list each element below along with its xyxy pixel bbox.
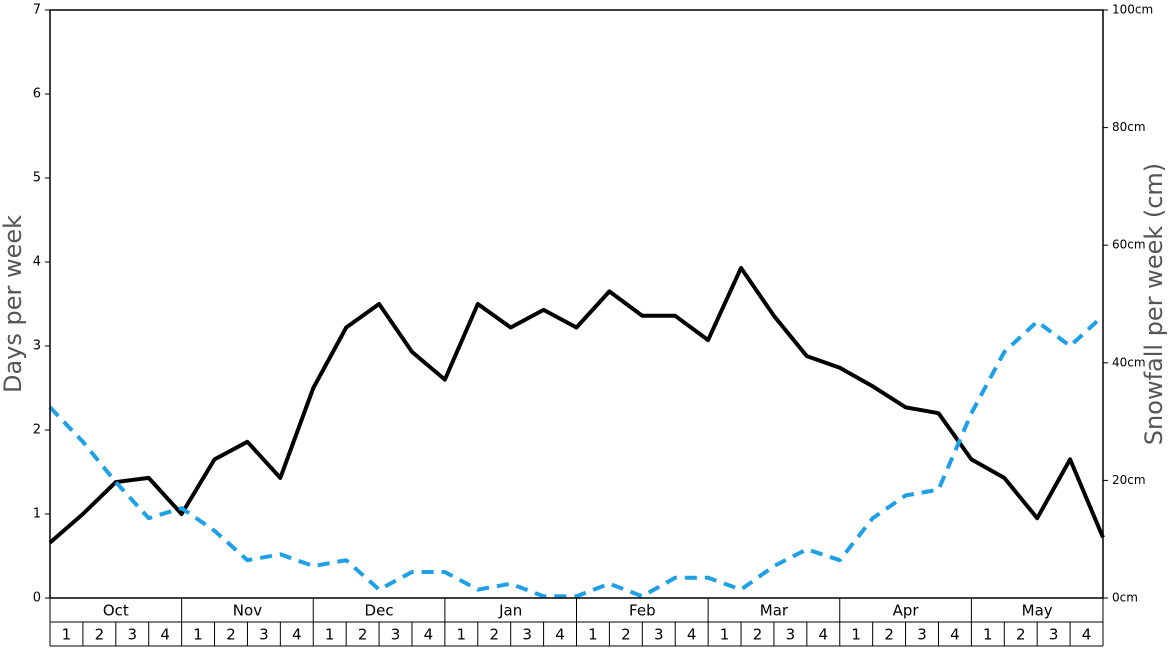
y2-tick-label: 80cm [1112,120,1146,134]
y2-tick-label: 40cm [1112,355,1146,369]
x-tick-label: 4 [1082,626,1092,644]
x-tick-label: 2 [621,626,631,644]
x-tick-label: 1 [193,626,203,644]
y-tick-label: 6 [33,87,41,102]
x-tick-label: 2 [226,626,236,644]
x-tick-label: 1 [62,626,72,644]
plot-frame [49,9,1104,599]
x-tick-label: 3 [1049,626,1059,644]
y2-tick-label: 0cm [1112,591,1138,605]
month-label: Apr [893,602,920,620]
x-tick-label: 3 [654,626,664,644]
x-tick-label: 2 [358,626,368,644]
x-tick-label: 1 [325,626,335,644]
month-label: Dec [365,602,394,620]
y2-tick-label: 60cm [1112,238,1146,252]
dashed-line [48,314,1105,599]
month-label: Oct [103,602,129,620]
marks [48,265,1105,599]
y-tick-label: 0 [33,591,41,606]
y-tick-label: 7 [33,3,41,18]
x-tick-label: 3 [786,626,796,644]
x-tick-label: 3 [917,626,927,644]
x-tick-label: 1 [588,626,598,644]
x-tick-label: 3 [259,626,269,644]
y-tick-label: 4 [33,255,41,270]
axes: 0 1 2 3 4 5 6 7 0cm 20cm 40cm 60cm 80cm 100cm Oct Nov De… [33,3,1153,647]
month-label: Mar [760,602,789,620]
x-tick-label: 3 [522,626,532,644]
y2-tick-label: 100cm [1112,3,1153,17]
x-tick-label: 4 [819,626,829,644]
line [48,265,1105,545]
y-tick-label: 5 [33,171,41,186]
y-tick-label: 3 [33,339,41,354]
x-tick-label: 4 [292,626,302,644]
month-label: Nov [233,602,262,620]
y-tick-label: 1 [33,507,41,522]
x-tick-label: 1 [983,626,993,644]
x-tick-label: 4 [687,626,697,644]
y-axis-label: Days per week [0,215,27,393]
month-label: May [1022,602,1053,620]
month-label: Feb [629,602,656,620]
x-tick-label: 1 [851,626,861,644]
y2-axis-label: Snowfall per week (cm) [1140,163,1168,445]
y-tick-label: 2 [33,423,41,438]
x-tick-label: 3 [127,626,137,644]
x-tick-label: 4 [950,626,960,644]
x-tick-label: 1 [720,626,730,644]
x-tick-label: 4 [160,626,170,644]
x-tick-label: 2 [1016,626,1026,644]
x-tick-label: 3 [391,626,401,644]
x-tick-label: 4 [555,626,565,644]
y2-tick-label: 20cm [1112,473,1146,487]
month-label: Jan [498,602,522,620]
x-tick-label: 2 [753,626,763,644]
x-tick-label: 2 [884,626,894,644]
x-tick-label: 1 [457,626,467,644]
x-tick-label: 2 [95,626,105,644]
x-tick-label: 4 [424,626,434,644]
x-tick-label: 2 [489,626,499,644]
